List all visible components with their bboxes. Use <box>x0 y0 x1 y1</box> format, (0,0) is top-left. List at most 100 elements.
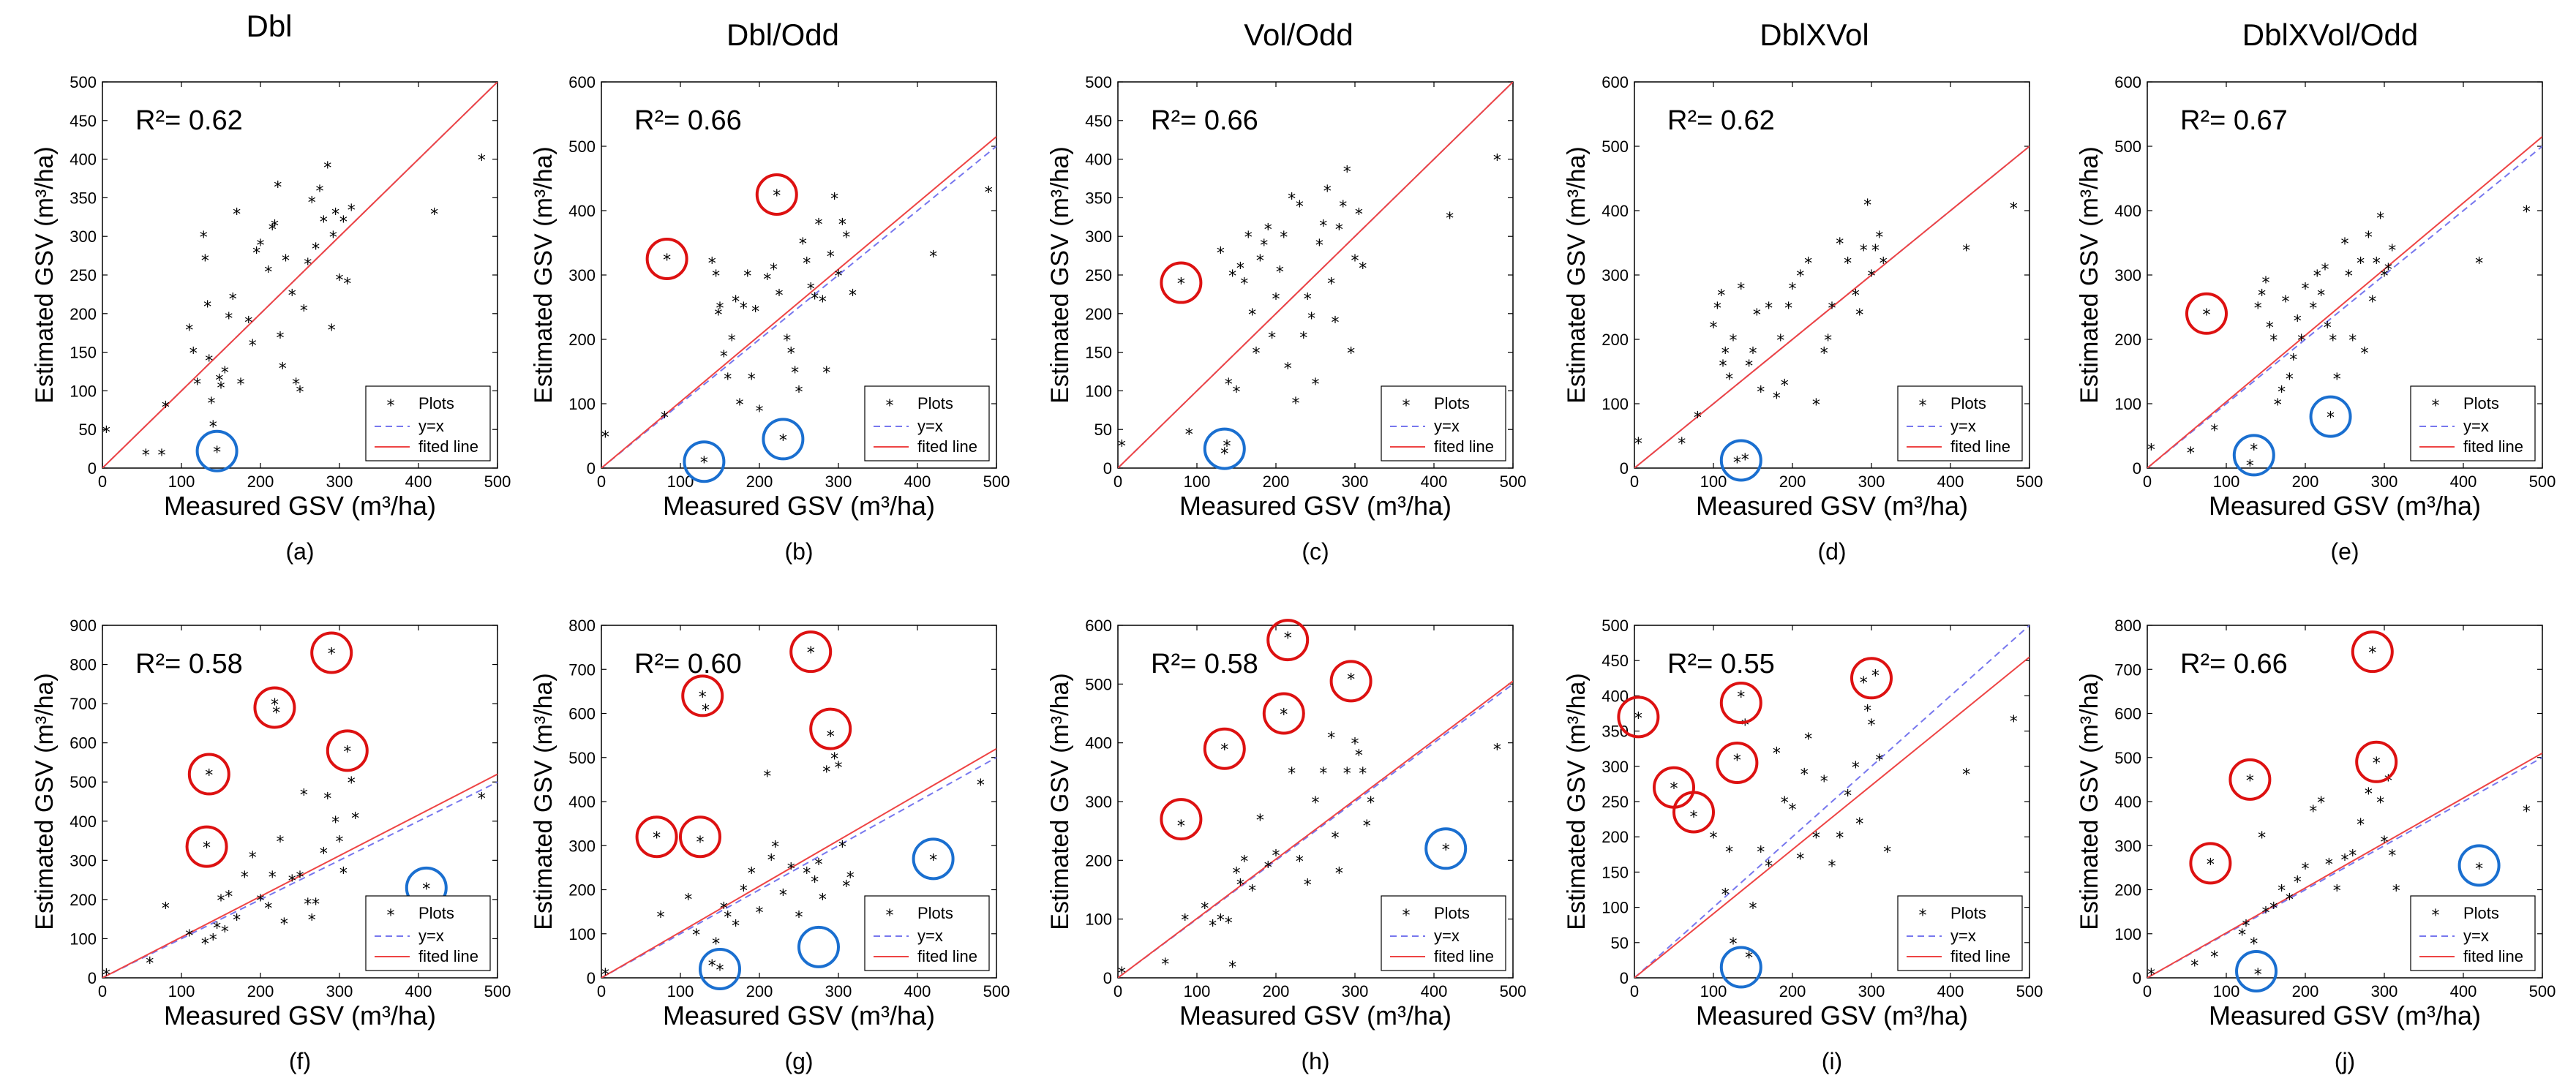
data-point: * <box>1875 752 1883 770</box>
data-point: * <box>233 206 241 225</box>
outlier-red-circle <box>2228 758 2272 801</box>
data-point: * <box>1292 395 1300 413</box>
legend-box <box>1381 895 1506 971</box>
data-point: * <box>1347 671 1355 689</box>
data-point: * <box>422 881 430 899</box>
y-tick-label: 100 <box>2114 395 2141 413</box>
y-tick-label: 700 <box>70 695 97 713</box>
outlier-red-circle <box>1850 657 1893 700</box>
x-tick-label: 400 <box>1937 982 1964 1001</box>
data-point: * <box>770 261 778 279</box>
legend-label-fitted: fited line <box>917 437 977 456</box>
legend-box <box>1381 385 1506 461</box>
outlier-blue-circle <box>1719 946 1762 989</box>
legend: * Plots y=x fited line <box>1381 895 1506 971</box>
x-tick-label: 400 <box>1937 472 1964 491</box>
y-tick-label: 100 <box>70 930 97 948</box>
data-point: * <box>708 255 716 273</box>
x-tick-label: 400 <box>904 472 931 491</box>
data-point: * <box>430 206 438 225</box>
outlier-red-circle <box>635 815 678 859</box>
x-tick-label: 400 <box>1421 982 1448 1001</box>
outlier-red-circle <box>185 825 228 868</box>
data-point: * <box>1319 765 1327 783</box>
x-tick-label: 100 <box>2213 982 2240 1001</box>
data-point: * <box>1264 859 1272 877</box>
data-point: * <box>2266 319 2274 337</box>
data-point: * <box>835 268 843 286</box>
data-point: * <box>277 329 285 347</box>
x-tick-label: 0 <box>2143 982 2152 1001</box>
y-axis-label: Estimated GSV (m³/ha) <box>31 146 59 403</box>
y-tick-label: 300 <box>70 851 97 870</box>
data-point: * <box>300 786 308 804</box>
x-tick-label: 0 <box>1114 982 1122 1001</box>
r-squared-label: R²= 0.60 <box>634 649 742 679</box>
outlier-red-circle <box>253 686 296 729</box>
outlier-red-circle <box>1672 791 1715 834</box>
data-point: * <box>102 423 110 442</box>
legend-label-fitted: fited line <box>2463 437 2523 456</box>
data-point: * <box>1824 332 1832 350</box>
y-tick-label: 200 <box>1601 331 1629 349</box>
data-point: * <box>756 403 764 421</box>
outlier-red-circle <box>310 631 353 674</box>
data-point: * <box>1332 829 1340 848</box>
data-point: * <box>2258 287 2266 305</box>
y-axis-label: Estimated GSV (m³/ha) <box>530 673 557 930</box>
data-point: * <box>1307 310 1315 328</box>
legend-label-plots: Plots <box>1950 394 1986 412</box>
legend-point-marker: * <box>1402 397 1411 415</box>
data-point: * <box>2365 229 2373 247</box>
data-point: * <box>1962 242 1970 260</box>
legend-box <box>365 385 491 461</box>
y-tick-label: 0 <box>587 969 596 987</box>
y-tick-label: 300 <box>568 266 596 285</box>
data-point: * <box>1745 949 1753 968</box>
data-point: * <box>2242 918 2250 936</box>
panel-label: (c) <box>1302 538 1329 565</box>
data-point: * <box>1355 747 1363 766</box>
x-tick-label: 200 <box>1263 472 1290 491</box>
x-tick-label: 200 <box>746 472 773 491</box>
fitted-line <box>601 136 996 468</box>
y-tick-label: 450 <box>1601 652 1629 670</box>
data-point: * <box>803 864 811 883</box>
outlier-blue-circle <box>1719 439 1762 482</box>
data-point: * <box>699 688 707 706</box>
outlier-red-circle <box>1719 682 1762 725</box>
outlier-red-circle <box>809 707 852 750</box>
data-point: * <box>2475 255 2483 273</box>
x-axis-label: Measured GSV (m³/ha) <box>164 1001 436 1030</box>
x-tick-label: 0 <box>98 982 107 1001</box>
data-point: * <box>2258 829 2266 848</box>
x-tick-label: 100 <box>1184 472 1211 491</box>
y-tick-label: 200 <box>2114 881 2141 900</box>
y-tick-label: 500 <box>1601 137 1629 156</box>
data-point: * <box>1284 361 1292 379</box>
data-point: * <box>209 418 217 437</box>
legend: * Plots y=x fited line <box>1897 385 2023 461</box>
data-point: * <box>1248 306 1256 325</box>
data-point: * <box>2254 966 2262 984</box>
data-point: * <box>280 916 288 934</box>
data-point: * <box>213 919 221 938</box>
data-point: * <box>2388 242 2396 260</box>
y-tick-label: 500 <box>2114 137 2141 156</box>
data-point: * <box>1223 437 1231 456</box>
data-point: * <box>1256 252 1264 271</box>
x-tick-label: 0 <box>597 982 606 1001</box>
data-point: * <box>702 701 710 720</box>
data-point: * <box>732 293 740 312</box>
panel-label: (h) <box>1301 1048 1329 1074</box>
data-point: * <box>312 241 320 259</box>
x-axis-label: Measured GSV (m³/ha) <box>1696 491 1968 521</box>
data-point: * <box>200 229 208 247</box>
plot-data: ************* ************************ <box>601 644 996 978</box>
data-point: * <box>2368 644 2376 663</box>
data-point: * <box>1730 332 1738 350</box>
data-point: * <box>2302 860 2310 878</box>
y-tick-label: 700 <box>2114 660 2141 679</box>
x-tick-label: 500 <box>484 982 511 1001</box>
